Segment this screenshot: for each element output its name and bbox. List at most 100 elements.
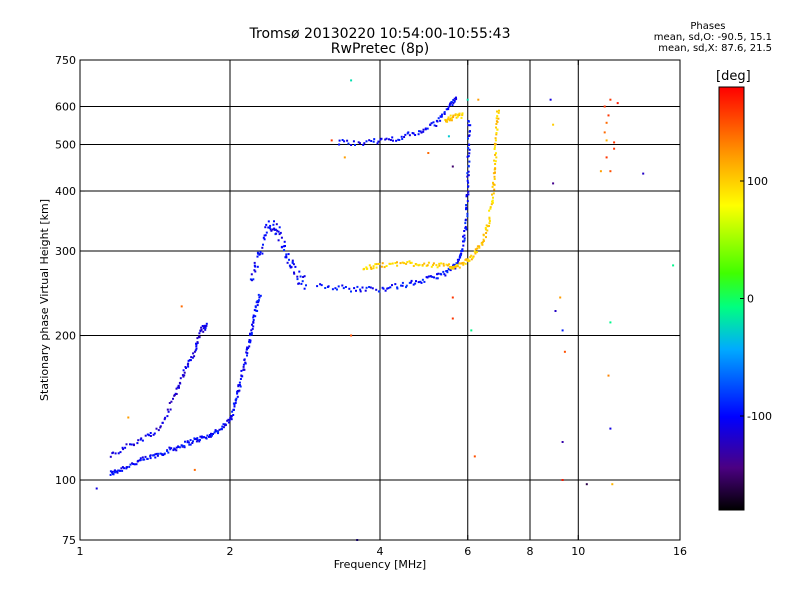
data-point	[484, 228, 487, 231]
data-point	[263, 234, 266, 237]
x-axis-label: Frequency [MHz]	[334, 558, 426, 571]
data-point	[139, 457, 142, 460]
data-point	[257, 299, 260, 302]
data-point	[143, 458, 146, 461]
data-point	[467, 124, 470, 127]
data-point	[191, 356, 194, 359]
data-point	[287, 253, 290, 256]
data-point	[166, 415, 169, 418]
data-point	[284, 245, 286, 247]
data-point	[285, 253, 288, 256]
data-point	[233, 405, 236, 408]
data-point	[472, 255, 475, 258]
data-point	[467, 137, 469, 140]
data-point	[182, 375, 185, 378]
data-point	[157, 452, 160, 455]
data-point	[449, 102, 452, 105]
data-point	[178, 381, 181, 384]
data-point	[467, 135, 470, 137]
data-point	[242, 365, 245, 368]
data-point	[337, 285, 340, 288]
data-point	[391, 262, 394, 265]
data-point	[435, 264, 438, 267]
data-point	[238, 389, 241, 392]
data-point	[366, 267, 369, 270]
data-point	[384, 138, 387, 141]
data-point	[234, 398, 237, 401]
data-point	[195, 342, 197, 345]
data-point	[401, 284, 404, 287]
data-point	[276, 229, 279, 232]
data-point	[609, 427, 612, 430]
data-point	[249, 334, 252, 337]
data-point	[457, 260, 460, 263]
data-point	[355, 289, 357, 292]
colorbar-unit: [deg]	[716, 69, 751, 84]
data-point	[482, 233, 485, 236]
data-point	[300, 282, 303, 285]
data-point	[447, 116, 450, 119]
data-point	[456, 258, 459, 261]
data-point	[113, 469, 116, 472]
data-point	[157, 429, 160, 432]
data-point	[452, 114, 455, 117]
data-point	[375, 288, 378, 291]
data-point	[454, 113, 457, 116]
data-point	[135, 463, 138, 466]
data-point	[277, 230, 280, 233]
data-point	[262, 243, 264, 246]
data-point	[251, 323, 253, 326]
data-point	[488, 222, 491, 225]
data-point	[491, 199, 494, 202]
data-point	[191, 442, 194, 444]
data-point	[467, 185, 469, 188]
data-point	[187, 359, 190, 362]
data-point	[465, 227, 467, 230]
data-point	[403, 136, 406, 138]
data-point	[488, 209, 491, 212]
data-point	[356, 285, 359, 288]
data-point	[426, 264, 429, 267]
data-point	[494, 143, 497, 145]
data-point	[396, 287, 399, 290]
data-point	[175, 449, 178, 452]
y-tick-label: 500	[55, 139, 76, 152]
data-point	[388, 262, 391, 265]
data-point	[376, 142, 379, 145]
data-point	[462, 263, 465, 266]
data-point	[368, 264, 371, 267]
data-point	[126, 466, 128, 469]
data-point	[417, 281, 420, 284]
data-point	[234, 402, 237, 404]
data-point	[461, 249, 464, 252]
data-point	[497, 111, 500, 114]
data-point	[277, 239, 280, 242]
data-point	[368, 139, 371, 142]
data-point	[426, 127, 429, 130]
data-point	[144, 455, 147, 458]
data-point	[168, 446, 171, 449]
data-point	[184, 440, 186, 443]
data-point	[494, 153, 497, 156]
data-point	[193, 468, 196, 471]
data-point	[280, 245, 283, 248]
data-point	[488, 217, 491, 220]
data-point	[375, 263, 378, 266]
data-point	[446, 270, 448, 272]
data-point	[248, 340, 250, 343]
data-point	[230, 418, 233, 421]
data-point	[292, 263, 295, 266]
data-point	[430, 265, 433, 268]
data-point	[154, 453, 157, 456]
data-point	[369, 266, 372, 269]
data-point	[352, 140, 355, 143]
data-point	[208, 435, 210, 438]
data-point	[342, 287, 345, 290]
data-point	[303, 287, 306, 290]
data-point	[261, 252, 264, 255]
data-point	[189, 443, 192, 446]
data-point	[341, 139, 344, 141]
data-point	[232, 408, 235, 411]
data-point	[399, 262, 402, 265]
data-point	[453, 265, 456, 268]
